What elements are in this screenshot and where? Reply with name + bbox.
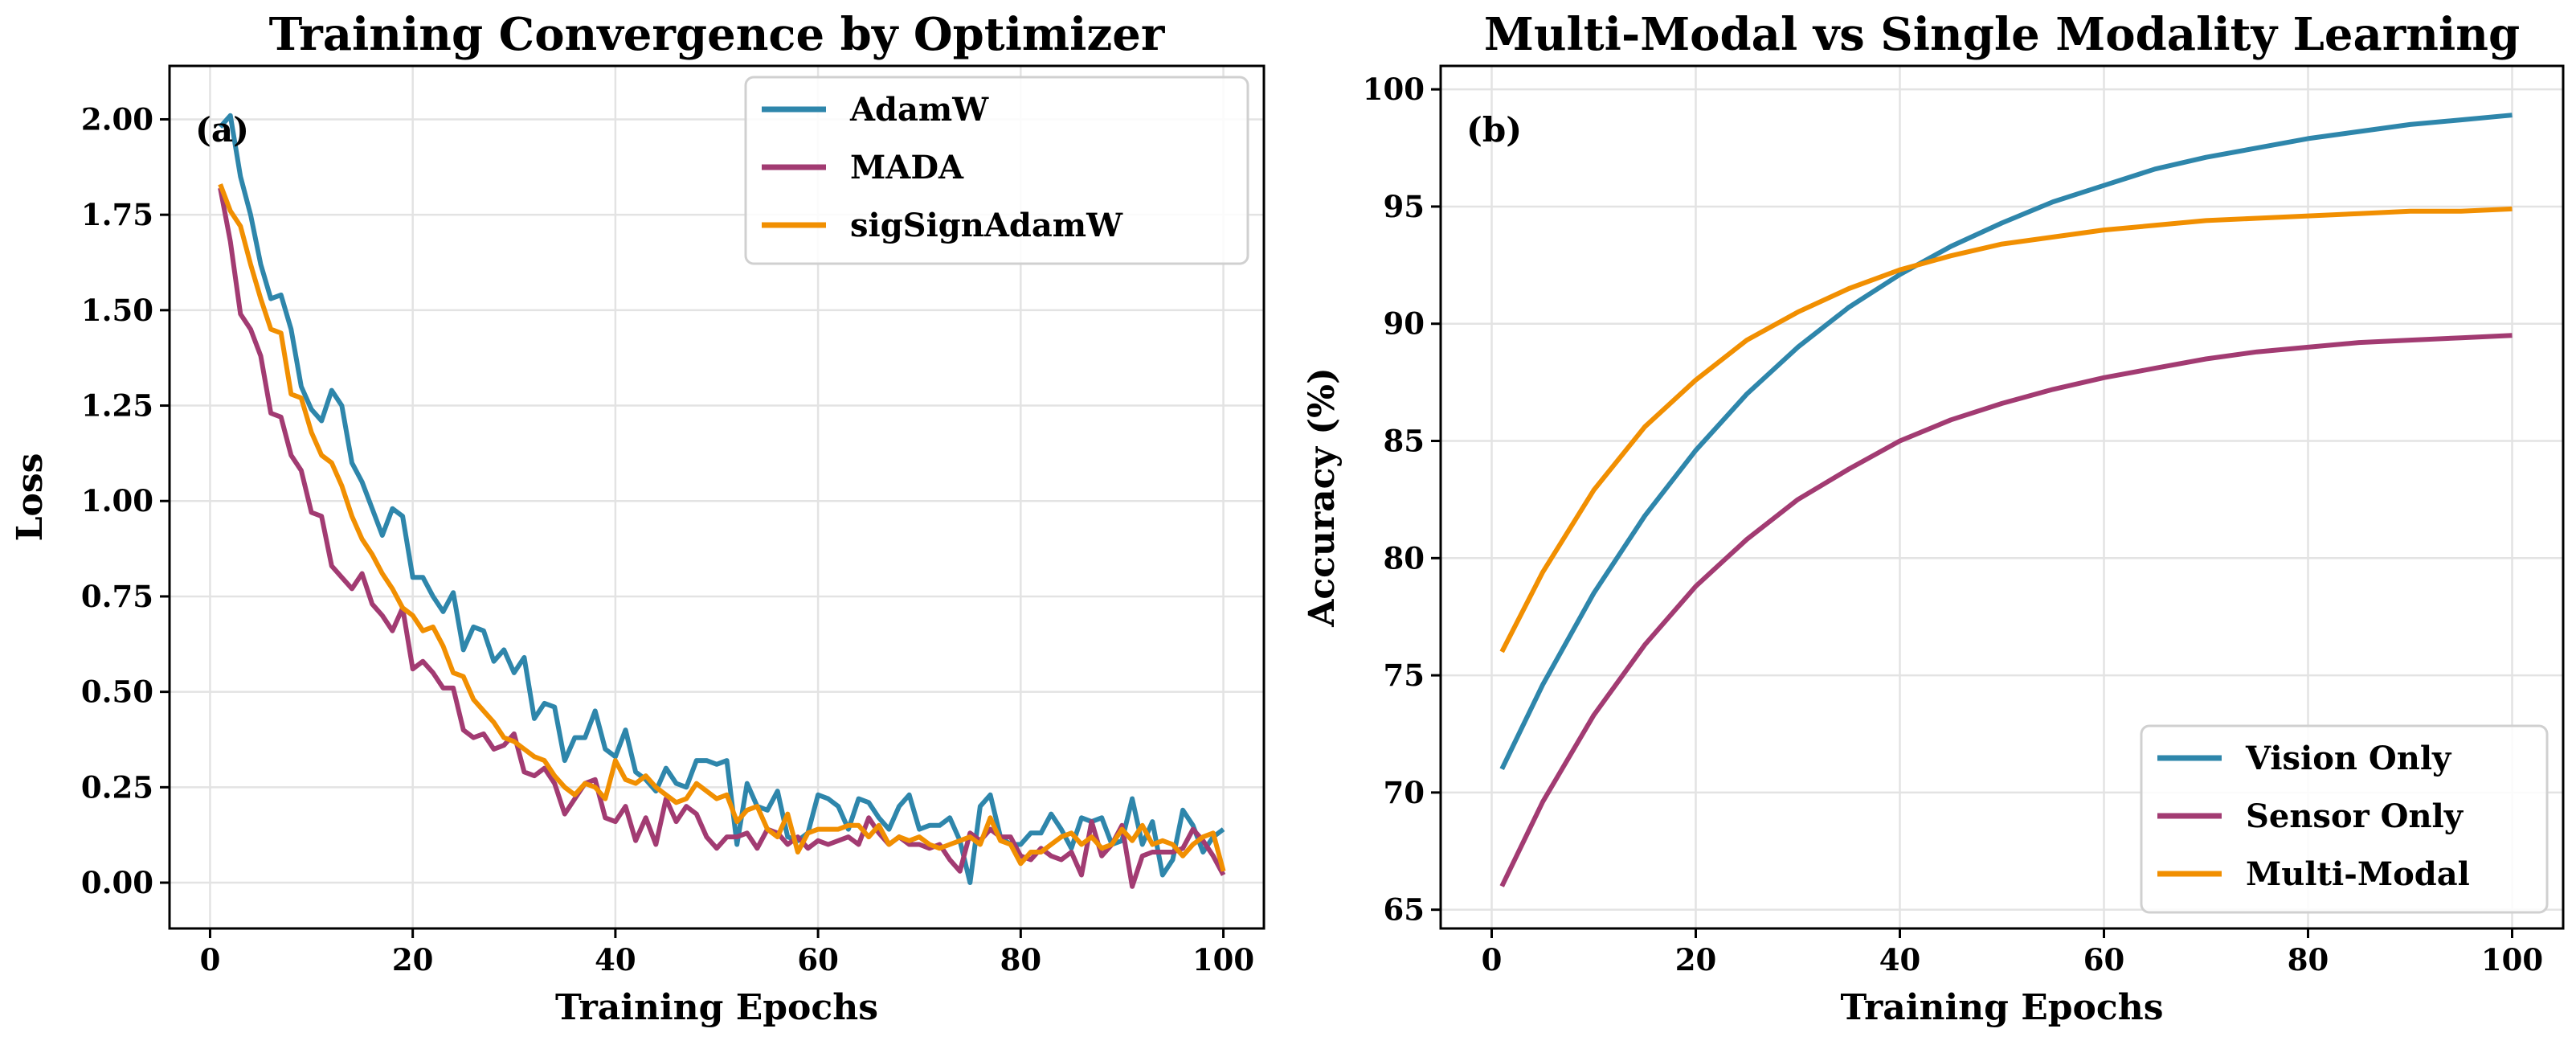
legend-label: Vision Only — [2245, 740, 2452, 777]
y-tick-label: 2.00 — [81, 101, 153, 137]
series-line-adamw — [218, 113, 1225, 885]
x-tick-label: 0 — [200, 942, 221, 977]
x-tick-label: 20 — [392, 942, 434, 977]
series-line-sigsignadamw — [218, 183, 1226, 872]
axes-frame — [1439, 64, 2565, 930]
y-tick-label: 90 — [1384, 306, 1425, 342]
series-line-sensor-only — [1499, 333, 2513, 887]
series-line-vision-only — [1499, 113, 2513, 771]
y-tick-label: 1.75 — [81, 197, 153, 232]
chart-title: Training Convergence by Optimizer — [269, 8, 1166, 61]
chart-panel-a: 0 20 40 60 80 100 0.00 0.25 0.50 0.75 1.00 1.25 1.50… — [10, 8, 1266, 1028]
x-tick-label: 40 — [1879, 942, 1921, 977]
chart-title: Multi-Modal vs Single Modality Learning — [1484, 8, 2520, 61]
y-tick-label: 0.75 — [81, 579, 153, 614]
y-tick-label: 0.50 — [81, 674, 153, 710]
y-tick-label: 0.00 — [81, 865, 153, 900]
chart-panel-b: 0 20 40 60 80 100 65 70 75 80 85 90 95 100 Multi-Modal… — [1302, 8, 2565, 1028]
y-tick-label: 85 — [1384, 424, 1425, 459]
legend-box — [2140, 724, 2549, 914]
legend-label: Multi-Modal — [2246, 855, 2470, 893]
x-tick-label: 80 — [2288, 942, 2329, 977]
y-tick-label: 75 — [1384, 658, 1425, 693]
series-line-mada — [218, 187, 1226, 889]
panel-label: (b) — [1466, 110, 1522, 150]
y-tick-label: 0.25 — [81, 769, 153, 805]
x-axis-label: Training Epochs — [555, 987, 878, 1028]
legend-label: MADA — [850, 149, 964, 186]
y-tick-label: 65 — [1384, 892, 1425, 928]
x-tick-label: 60 — [797, 942, 839, 977]
y-tick-label: 70 — [1384, 775, 1425, 810]
legend-box — [744, 76, 1249, 265]
axes-frame — [168, 64, 1266, 930]
x-tick-label: 100 — [2481, 942, 2543, 977]
legend-label: AdamW — [849, 91, 989, 129]
y-tick-label: 100 — [1363, 72, 1425, 107]
y-axis-label: Accuracy (%) — [1302, 367, 1343, 628]
y-axis-label: Loss — [10, 453, 51, 542]
legend-label: sigSignAdamW — [850, 207, 1123, 244]
y-tick-label: 95 — [1384, 189, 1425, 224]
y-tick-label: 1.25 — [81, 388, 153, 424]
panel-label: (a) — [195, 110, 249, 150]
x-tick-label: 40 — [595, 942, 636, 977]
x-tick-label: 60 — [2083, 942, 2125, 977]
x-tick-label: 80 — [1000, 942, 1042, 977]
x-tick-label: 20 — [1675, 942, 1717, 977]
series-line-multi-modal — [1499, 206, 2513, 654]
legend-label: Sensor Only — [2246, 797, 2464, 835]
y-tick-label: 1.50 — [81, 293, 153, 328]
x-axis-label: Training Epochs — [1841, 987, 2164, 1028]
x-tick-label: 0 — [1482, 942, 1503, 977]
y-tick-label: 80 — [1384, 540, 1425, 576]
x-tick-label: 100 — [1192, 942, 1254, 977]
legend: AdamW MADA sigSignAdamW — [744, 76, 1249, 265]
y-tick-label: 1.00 — [81, 483, 153, 518]
legend: Vision Only Sensor Only Multi-Modal — [2140, 724, 2549, 914]
